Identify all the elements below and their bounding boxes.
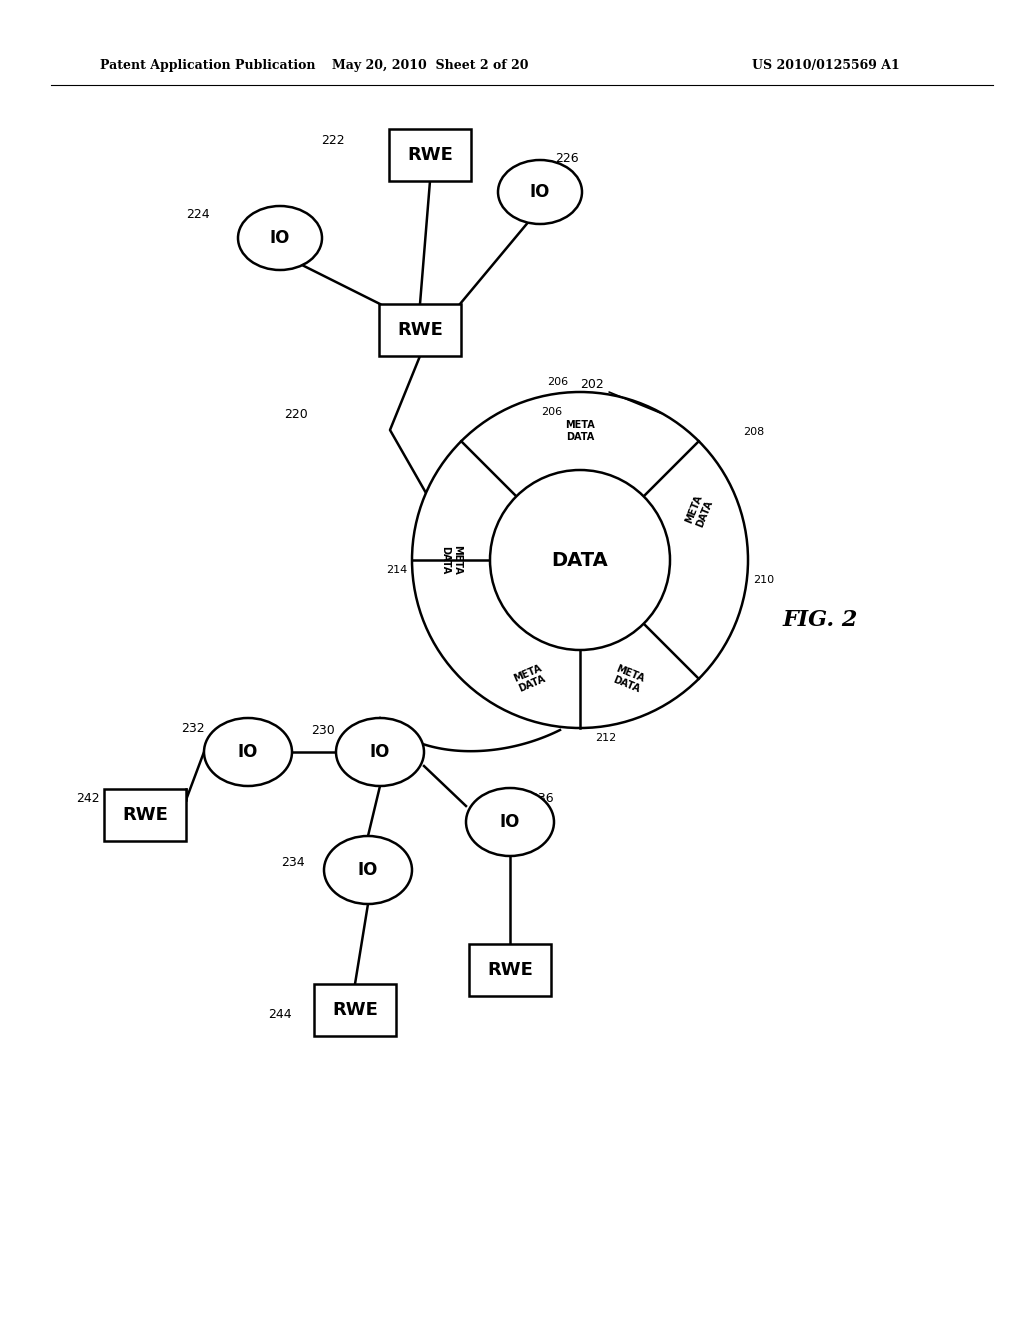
Text: May 20, 2010  Sheet 2 of 20: May 20, 2010 Sheet 2 of 20 xyxy=(332,58,528,71)
Text: 214: 214 xyxy=(386,565,407,576)
Text: RWE: RWE xyxy=(397,321,443,339)
Text: 236: 236 xyxy=(530,792,554,804)
Ellipse shape xyxy=(336,718,424,785)
Ellipse shape xyxy=(238,206,322,271)
Text: 246: 246 xyxy=(520,952,544,965)
Text: IO: IO xyxy=(269,228,290,247)
Text: IO: IO xyxy=(500,813,520,832)
Text: 210: 210 xyxy=(753,576,774,585)
Text: META
DATA: META DATA xyxy=(610,664,646,696)
FancyBboxPatch shape xyxy=(389,129,471,181)
Ellipse shape xyxy=(466,788,554,855)
Text: FIG. 2: FIG. 2 xyxy=(782,609,858,631)
Text: 234: 234 xyxy=(282,855,305,869)
Ellipse shape xyxy=(498,160,582,224)
Text: RWE: RWE xyxy=(332,1001,378,1019)
Text: 204: 204 xyxy=(600,565,622,576)
Text: RWE: RWE xyxy=(408,147,453,164)
FancyBboxPatch shape xyxy=(314,983,396,1036)
Circle shape xyxy=(490,470,670,649)
Text: DATA: DATA xyxy=(552,550,608,569)
Text: 206: 206 xyxy=(541,407,562,417)
Text: 220: 220 xyxy=(285,408,308,421)
Text: META
DATA: META DATA xyxy=(512,663,548,694)
Text: US 2010/0125569 A1: US 2010/0125569 A1 xyxy=(753,58,900,71)
Text: 226: 226 xyxy=(555,152,579,165)
Text: 206: 206 xyxy=(547,378,568,387)
Text: 222: 222 xyxy=(322,133,345,147)
Text: 232: 232 xyxy=(181,722,205,734)
Text: 208: 208 xyxy=(743,426,764,437)
Text: META
DATA: META DATA xyxy=(684,494,715,529)
Text: RWE: RWE xyxy=(122,807,168,824)
Text: 230: 230 xyxy=(311,723,335,737)
Text: 202: 202 xyxy=(580,379,662,413)
FancyBboxPatch shape xyxy=(469,944,551,997)
Text: 224: 224 xyxy=(186,209,210,222)
Text: 244: 244 xyxy=(268,1008,292,1022)
FancyBboxPatch shape xyxy=(379,304,461,356)
Text: META
DATA: META DATA xyxy=(440,545,462,576)
Circle shape xyxy=(412,392,748,729)
Text: IO: IO xyxy=(529,183,550,201)
Ellipse shape xyxy=(324,836,412,904)
Text: IO: IO xyxy=(357,861,378,879)
Text: META
DATA: META DATA xyxy=(565,420,595,442)
Text: IO: IO xyxy=(370,743,390,762)
Text: Patent Application Publication: Patent Application Publication xyxy=(100,58,315,71)
FancyBboxPatch shape xyxy=(104,789,186,841)
Ellipse shape xyxy=(204,718,292,785)
Text: 242: 242 xyxy=(77,792,100,804)
Text: 212: 212 xyxy=(595,733,616,743)
Text: RWE: RWE xyxy=(487,961,532,979)
Text: IO: IO xyxy=(238,743,258,762)
